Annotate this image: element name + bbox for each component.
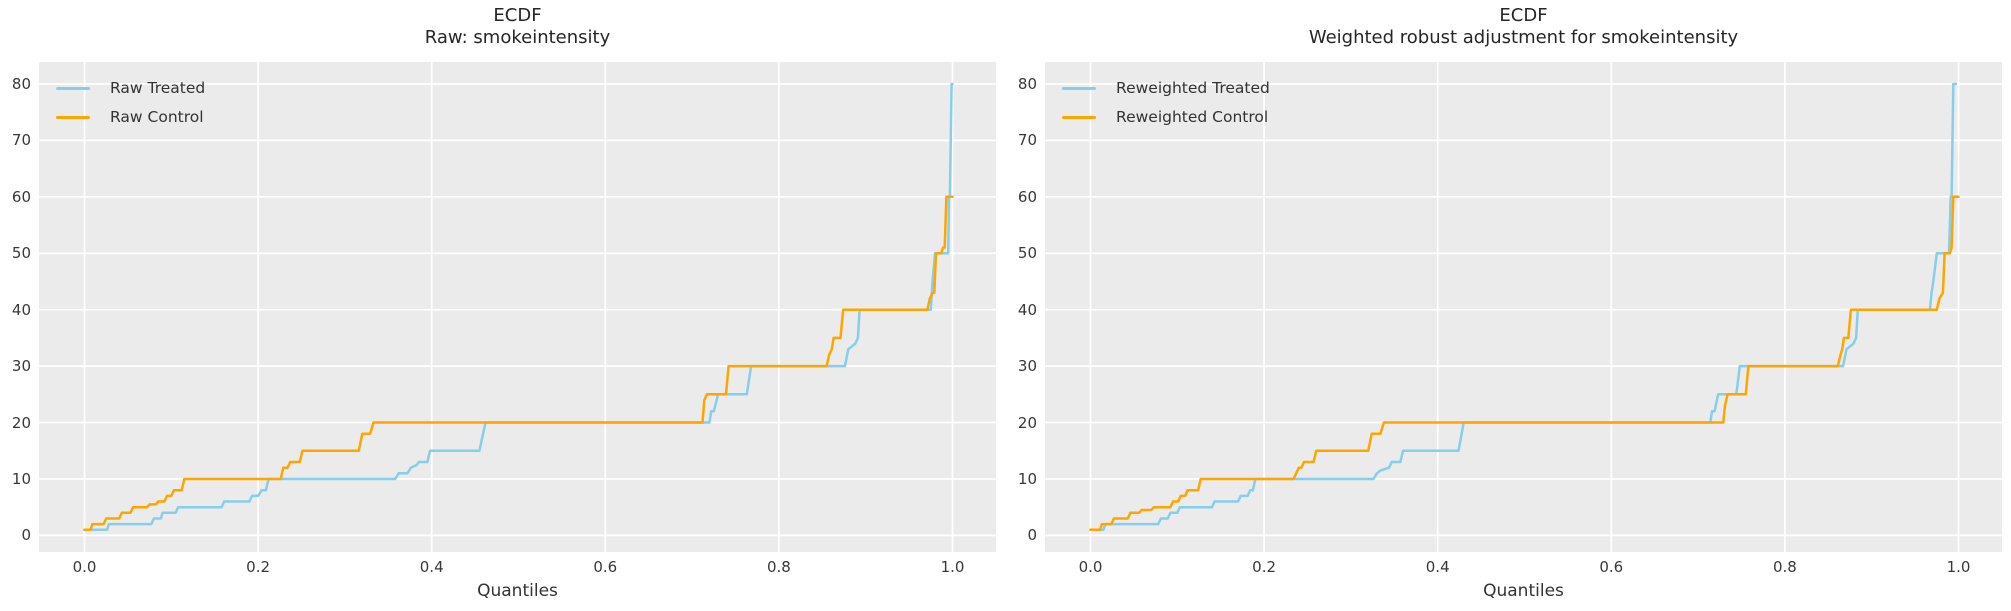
title-line-2: Weighted robust adjustment for smokeinte…: [1308, 27, 1739, 48]
y-axis-tick-label: 80: [11, 75, 31, 93]
x-axis-tick-label: 0.6: [593, 558, 618, 576]
y-axis-tick-label: 40: [1017, 300, 1037, 319]
title-line-1: ECDF: [493, 5, 542, 26]
plot-weighted: ECDF Weighted robust adjustment for smok…: [1006, 0, 2011, 611]
x-axis-tick-label: 0.4: [419, 558, 444, 576]
x-axis-tick-label: 0.0: [1078, 558, 1103, 576]
y-axis-tick-label: 0: [1027, 526, 1037, 545]
y-axis-tick-label: 70: [1017, 131, 1037, 150]
x-axis-label: Quantiles: [477, 581, 558, 601]
y-axis-tick-label: 20: [1017, 413, 1037, 432]
x-axis-tick-label: 0.4: [1425, 558, 1450, 576]
y-axis-tick-label: 50: [1017, 244, 1037, 263]
plot-raw: ECDF Raw: smokeintensity Raw Treated Raw…: [0, 0, 1005, 611]
y-axis-tick-label: 40: [11, 300, 31, 319]
y-axis-tick-label: 60: [11, 187, 31, 206]
chart-svg-weighted: [1045, 62, 2002, 552]
x-axis-tick-label: 0.8: [766, 558, 791, 576]
y-axis-tick-label: 50: [11, 244, 31, 263]
x-axis-tick-label: 0.2: [246, 558, 271, 576]
y-axis-tick-label: 10: [1017, 470, 1037, 488]
y-axis-tick-label: 0: [21, 526, 31, 545]
y-axis-tick-label: 30: [11, 357, 31, 376]
x-axis-tick-label: 0.2: [1252, 558, 1277, 576]
x-axis-tick-label: 1.0: [1946, 558, 1971, 576]
x-axis-label: Quantiles: [1483, 581, 1564, 601]
title-line-1: ECDF: [1499, 5, 1548, 26]
y-axis-tick-label: 30: [1017, 357, 1037, 376]
chart-svg-raw: [39, 62, 996, 552]
y-axis-tick-label: 70: [11, 131, 31, 150]
plot-title: ECDF Weighted robust adjustment for smok…: [1045, 5, 2002, 49]
y-axis-tick-label: 80: [1017, 75, 1037, 93]
y-axis-tick-label: 60: [1017, 187, 1037, 206]
x-axis-tick-label: 0.0: [72, 558, 97, 576]
x-axis-tick-label: 0.6: [1599, 558, 1624, 576]
title-line-2: Raw: smokeintensity: [424, 27, 611, 48]
x-axis-tick-label: 1.0: [940, 558, 965, 576]
plot-title: ECDF Raw: smokeintensity: [39, 5, 996, 49]
y-axis-tick-label: 20: [11, 413, 31, 432]
x-axis-tick-label: 0.8: [1772, 558, 1797, 576]
y-axis-tick-label: 10: [11, 470, 31, 488]
